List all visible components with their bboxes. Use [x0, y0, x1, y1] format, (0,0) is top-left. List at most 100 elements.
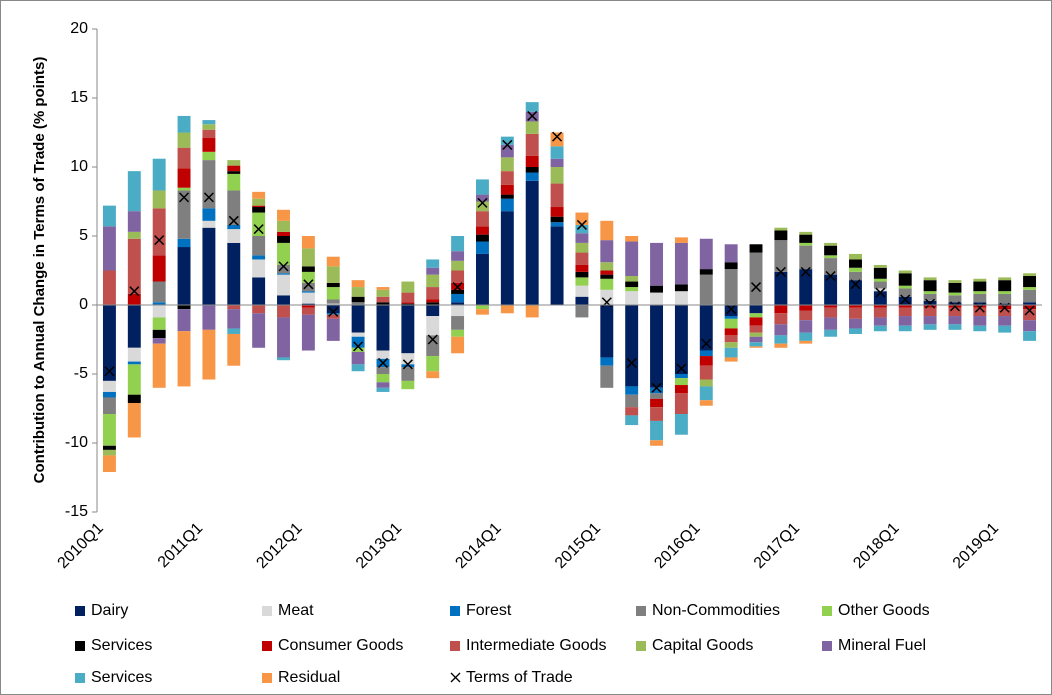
bar-segment [799, 310, 813, 321]
bar-segment [401, 380, 415, 390]
legend-swatch [450, 641, 460, 651]
bar-segment [650, 242, 664, 286]
bar-segment [500, 136, 514, 145]
bar-segment [998, 277, 1012, 281]
bar-segment [376, 367, 390, 374]
marker [477, 197, 488, 208]
marker [452, 282, 463, 293]
bar-segment [252, 191, 266, 199]
bar-segment [500, 211, 514, 305]
legend-label: Other Goods [838, 602, 930, 619]
bar-segment [277, 264, 290, 274]
bar-segment [998, 309, 1012, 317]
bar-segment [625, 386, 639, 395]
bar-segment [849, 259, 862, 268]
marker [253, 224, 264, 235]
bar-segment [749, 244, 763, 253]
bar-segment [326, 318, 340, 341]
bar-segment [873, 281, 887, 289]
bar-segment [849, 271, 862, 281]
bar-segment [252, 255, 266, 260]
bar-segment [475, 309, 489, 315]
bar-segment [202, 208, 216, 221]
bar-segment [873, 291, 887, 305]
bar-segment [475, 201, 489, 212]
bar-segment [202, 129, 216, 139]
bar-segment [849, 267, 862, 272]
bar-segment [177, 247, 191, 305]
bar-segment [674, 284, 688, 292]
bar-segment [625, 287, 639, 292]
bar-segment [873, 267, 887, 279]
bar-segment [799, 231, 813, 235]
bar-segment [177, 238, 191, 248]
bar-segment [973, 305, 987, 308]
bar-segment [873, 325, 887, 332]
bar-segment [849, 280, 862, 305]
bar-segment [849, 318, 862, 329]
bar-segment [774, 227, 788, 231]
bar-segment [152, 338, 166, 344]
bar-segment [898, 316, 912, 326]
bar-segment [898, 325, 912, 332]
bar-segment [525, 180, 539, 305]
bar-segment [724, 305, 738, 317]
bar-segment [824, 329, 838, 337]
bar-segment [227, 173, 241, 191]
bar-segment [152, 343, 166, 388]
bar-segment [177, 132, 191, 148]
bar-segment [227, 333, 241, 366]
bar-segment [301, 305, 315, 308]
bar-segment [923, 316, 937, 325]
bar-segment [948, 316, 962, 325]
y-axis-title: Contribution to Annual Change in Terms o… [31, 57, 48, 484]
bar-segment [451, 336, 465, 354]
legend-marker [450, 672, 461, 683]
bar-segment [600, 365, 614, 388]
bar-segment [674, 393, 688, 415]
bar-segment [426, 305, 440, 317]
bar-segment [202, 305, 216, 330]
marker [328, 306, 339, 317]
bar-segment [749, 325, 763, 333]
bar-segment [301, 292, 315, 304]
bar-segment [973, 307, 987, 317]
bar-segment [451, 329, 465, 337]
bar-segment [102, 455, 116, 472]
bar-segment [500, 144, 514, 158]
bar-segment [650, 440, 664, 446]
bar-segment [674, 378, 688, 386]
bar-segment [202, 124, 216, 130]
legend-label: Services [91, 637, 152, 654]
bar-segment [575, 285, 589, 297]
legend-swatch [822, 641, 832, 651]
bar-segment [451, 302, 465, 305]
bar-segment [475, 226, 489, 235]
bar-segment [948, 324, 962, 330]
bar-segment [625, 415, 639, 426]
bar-segment [799, 305, 813, 311]
bar-segment [401, 302, 415, 304]
y-tick-label: 5 [79, 227, 88, 244]
bar-segment [1023, 302, 1037, 305]
bar-segment [873, 307, 887, 318]
y-tick-label: -5 [74, 365, 88, 382]
bar-segment [973, 325, 987, 332]
bar-segment [475, 194, 489, 202]
bar-segment [898, 307, 912, 317]
bar-segment [351, 305, 365, 333]
bar-segment [724, 342, 738, 348]
legend-label: Non-Commodities [652, 602, 780, 619]
marker [701, 338, 712, 349]
bar-segment [749, 313, 763, 318]
bar-segment [973, 302, 987, 305]
bar-segment [326, 313, 340, 315]
bar-segment [575, 252, 589, 265]
bar-segment [973, 291, 987, 294]
bar-segment [351, 336, 365, 348]
legend-swatch [636, 641, 646, 651]
legend-label: Meat [278, 602, 314, 619]
bar-segment [301, 307, 315, 315]
bar-segment [252, 205, 266, 208]
